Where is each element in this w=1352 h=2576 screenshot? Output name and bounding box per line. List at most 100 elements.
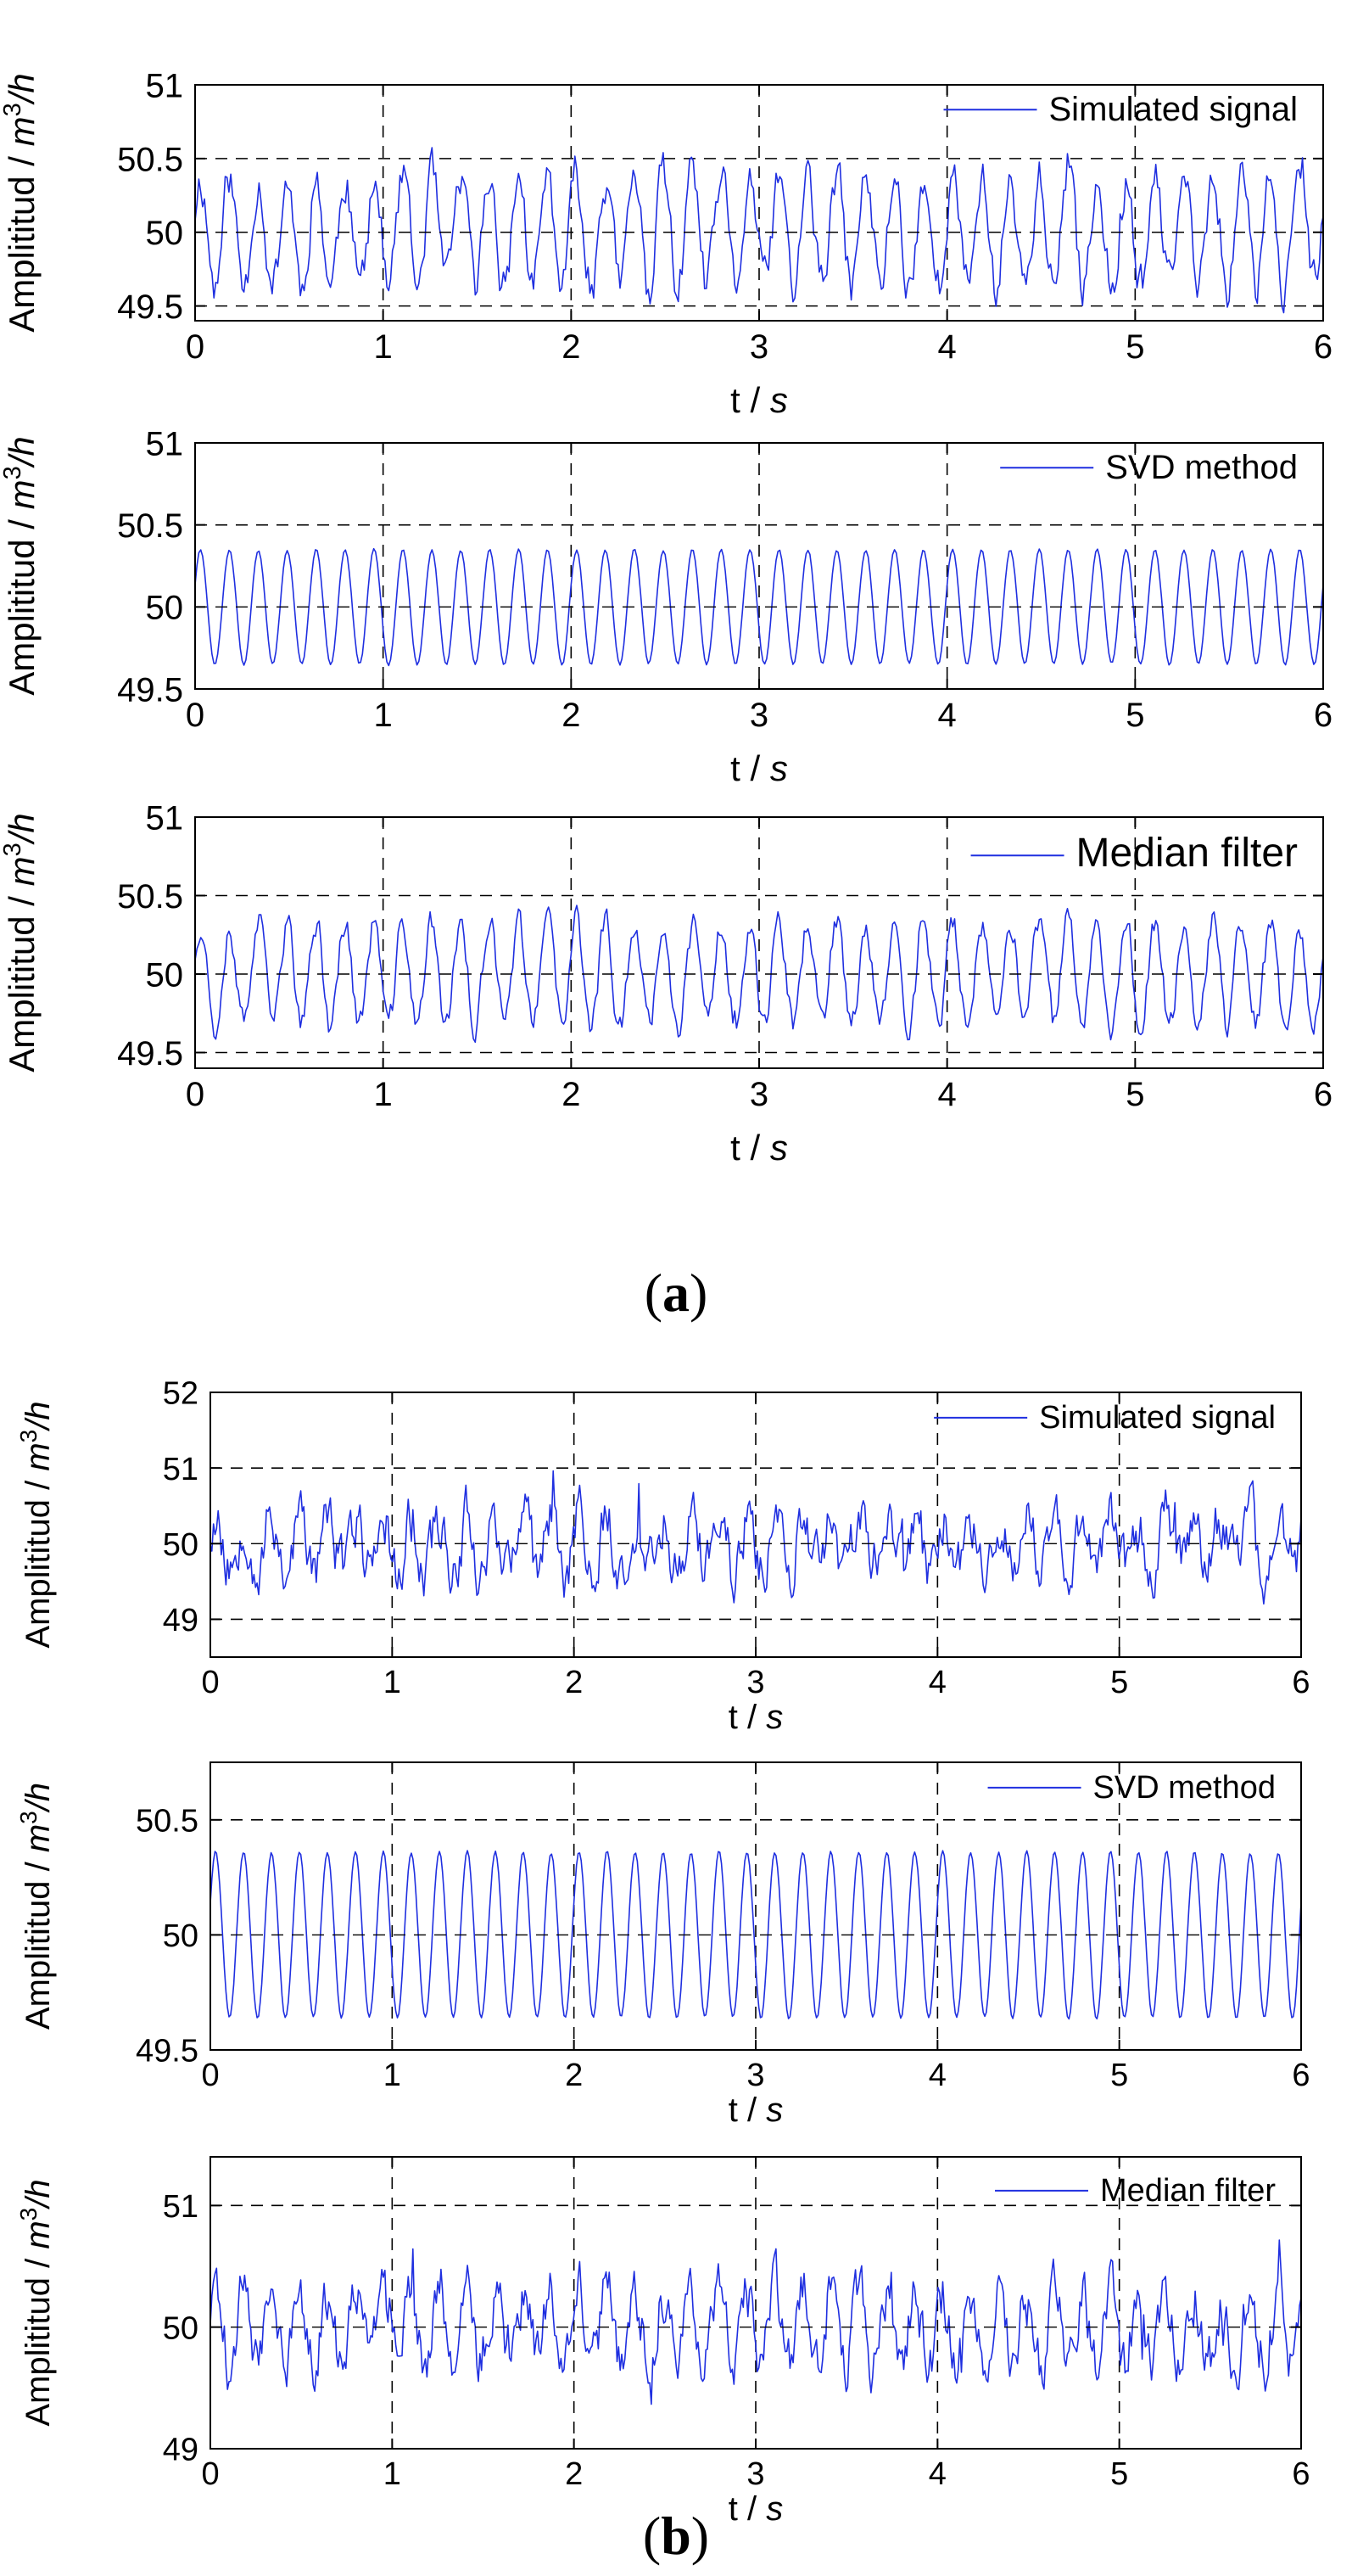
x-axis-label-unit: s (766, 1699, 783, 1736)
x-tick-label: 5 (1110, 2456, 1128, 2492)
y-axis-label-suffix: /h (2, 73, 42, 105)
y-axis-label-unit: m (20, 2220, 57, 2248)
legend-label: Simulated signal (1049, 91, 1299, 128)
x-tick-label: 2 (565, 2456, 583, 2492)
y-axis-label-prefix: Amplititud / (2, 886, 42, 1072)
x-tick-label: 6 (1292, 2456, 1310, 2492)
y-axis-label-unit: m (20, 1442, 57, 1470)
x-axis-label-unit: s (766, 2092, 783, 2129)
x-tick-label: 0 (201, 1665, 219, 1700)
y-tick-label: 51 (146, 425, 184, 462)
y-axis-label-prefix: Amplititud / (2, 146, 42, 332)
x-axis-label-prefix: t / (730, 1128, 770, 1168)
y-axis-label-prefix: Amplititud / (20, 1471, 57, 1649)
x-axis-label: t / s (730, 748, 788, 788)
y-axis-label-sup: 3 (0, 103, 26, 116)
y-tick-label: 50 (146, 215, 184, 252)
x-axis-label: t / s (730, 1128, 788, 1168)
x-axis-label-prefix: t / (730, 748, 770, 788)
y-axis-label: Amplititud / m3/h (0, 436, 42, 696)
x-tick-label: 2 (565, 2058, 583, 2093)
x-axis-label-unit: s (770, 748, 788, 788)
signal-line-a3 (194, 904, 1324, 1044)
y-tick-label: 49 (163, 2433, 198, 2468)
y-tick-label: 49.5 (117, 288, 183, 326)
x-axis-label-prefix: t / (730, 380, 770, 420)
y-axis-label: Amplititud / m3/h (0, 73, 42, 333)
x-tick-label: 3 (750, 328, 768, 366)
legend-label: SVD method (1105, 449, 1298, 486)
legend-label: Simulated signal (1039, 1400, 1276, 1436)
y-axis-label-prefix: Amplititud / (20, 2249, 57, 2427)
caption-a-letter: a (662, 1263, 690, 1323)
y-tick-label: 50.5 (117, 507, 183, 545)
x-tick-label: 6 (1292, 1665, 1310, 1700)
x-tick-label: 3 (750, 1076, 768, 1113)
x-tick-label: 6 (1292, 2058, 1310, 2093)
y-axis-label: Amplititud / m3/h (15, 2179, 58, 2426)
x-tick-label: 1 (383, 2058, 401, 2093)
x-tick-label: 4 (938, 697, 957, 734)
x-tick-label: 3 (746, 1665, 764, 1700)
axes-frame (194, 84, 1324, 322)
x-tick-label: 4 (938, 1076, 957, 1113)
x-axis-label: t / s (729, 1699, 783, 1736)
x-tick-label: 5 (1126, 328, 1144, 366)
x-axis-label-prefix: t / (729, 2490, 766, 2528)
y-axis-label: Amplititud / m3/h (15, 1401, 58, 1648)
y-axis-label-sup: 3 (0, 843, 26, 856)
x-tick-label: 6 (1314, 697, 1332, 734)
y-tick-label: 50 (146, 590, 184, 627)
x-tick-label: 3 (746, 2058, 764, 2093)
x-axis-label: t / s (730, 380, 788, 420)
x-tick-label: 2 (561, 1076, 580, 1113)
y-axis-label-sup: 3 (0, 466, 26, 479)
y-axis-label-prefix: Amplititud / (2, 509, 42, 695)
x-tick-label: 2 (565, 1665, 583, 1700)
y-axis-label-unit: m (2, 479, 42, 509)
x-tick-label: 4 (929, 1665, 947, 1700)
y-tick-label: 50 (163, 1527, 198, 1563)
x-tick-label: 0 (201, 2058, 219, 2093)
y-tick-label: 49.5 (136, 2034, 198, 2069)
y-axis-label-suffix: /h (20, 1783, 57, 1813)
caption-a: (a) (645, 1263, 708, 1323)
x-tick-label: 1 (383, 1665, 401, 1700)
x-tick-label: 5 (1126, 1076, 1144, 1113)
legend-label: SVD method (1093, 1770, 1276, 1806)
y-axis-label-sup: 3 (15, 2208, 42, 2221)
y-tick-label: 49 (163, 1603, 198, 1638)
y-axis-label-suffix: /h (20, 1401, 57, 1431)
y-tick-label: 51 (146, 799, 184, 837)
signal-line-b1 (210, 1470, 1302, 1605)
x-tick-label: 6 (1314, 328, 1332, 366)
legend-label: Median filter (1100, 2173, 1276, 2209)
x-tick-label: 3 (746, 2456, 764, 2492)
y-tick-label: 50 (146, 956, 184, 994)
y-tick-label: 50.5 (136, 1803, 198, 1839)
x-axis-label-unit: s (770, 380, 788, 420)
x-axis-label-unit: s (770, 1128, 788, 1168)
x-tick-label: 2 (561, 328, 580, 366)
legend-label: Median filter (1076, 831, 1298, 876)
x-axis-label-prefix: t / (729, 2092, 766, 2129)
y-axis-label-suffix: /h (20, 2179, 57, 2209)
caption-b-letter: b (661, 2506, 691, 2566)
y-axis-label-prefix: Amplititud / (20, 1852, 57, 2030)
signal-line-a2 (194, 547, 1324, 667)
x-tick-label: 1 (374, 697, 393, 734)
y-tick-label: 49.5 (117, 1035, 183, 1072)
x-axis-label: t / s (729, 2092, 783, 2129)
x-axis-label: t / s (729, 2490, 783, 2528)
y-axis-label-unit: m (2, 116, 42, 146)
y-tick-label: 50 (163, 2310, 198, 2346)
y-tick-label: 50.5 (117, 141, 183, 178)
x-tick-label: 1 (383, 2456, 401, 2492)
x-tick-label: 5 (1126, 697, 1144, 734)
